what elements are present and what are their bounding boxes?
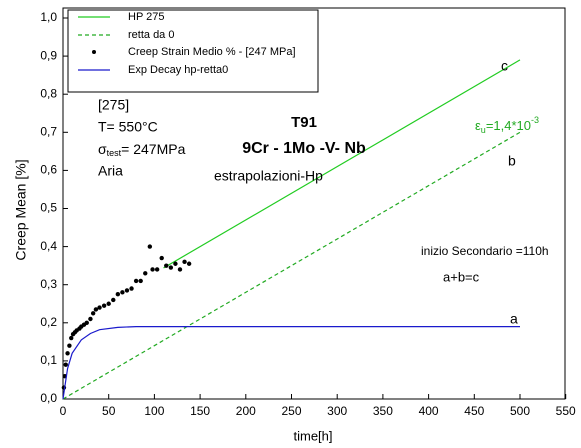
x-tick-label: 350 (373, 404, 393, 418)
data-point (150, 267, 155, 272)
data-point (67, 343, 72, 348)
legend-label: HP 275 (128, 11, 165, 23)
annotation: T= 550°C (98, 119, 158, 135)
label-part: ε (475, 118, 481, 133)
y-tick-label: 0,3 (40, 277, 57, 291)
series-line (163, 59, 521, 269)
data-point (129, 286, 134, 291)
stress-label: σtest= 247MPa (98, 141, 186, 159)
x-tick-label: 0 (60, 404, 67, 418)
data-point (164, 263, 169, 268)
annotation: inizio Secondario =110h (421, 244, 549, 258)
y-tick-label: 1,0 (40, 10, 57, 24)
annotation: b (508, 153, 516, 169)
data-point (177, 267, 183, 272)
label-part: -3 (531, 115, 539, 125)
annotation: a+b=c (443, 269, 480, 284)
data-point (101, 303, 107, 308)
data-point (186, 261, 192, 266)
x-tick-label: 50 (102, 404, 116, 418)
data-point (182, 259, 187, 265)
y-tick-label: 0,9 (40, 48, 57, 62)
y-tick-label: 0,8 (40, 86, 57, 100)
x-tick-label: 250 (281, 404, 301, 418)
data-point (120, 290, 125, 295)
y-axis-label: Creep Mean [%] (13, 159, 29, 260)
x-tick-label: 400 (419, 404, 439, 418)
x-axis-label: time[h] (293, 428, 332, 443)
x-tick-label: 450 (464, 404, 484, 418)
label-part: =1,4*10 (486, 118, 531, 133)
data-point (63, 362, 68, 367)
legend (67, 9, 319, 93)
data-point (69, 335, 74, 341)
annotation: a (510, 311, 518, 327)
y-tick-label: 0,2 (40, 315, 57, 329)
x-tick-label: 300 (327, 404, 347, 418)
data-point (111, 297, 116, 303)
data-point (115, 292, 121, 297)
label-part: test (107, 148, 122, 158)
data-point (97, 305, 102, 310)
annotation: [275] (98, 97, 129, 113)
x-tick-label: 200 (236, 404, 256, 418)
annotation: estrapolazioni-Hp (214, 168, 323, 184)
series-line (62, 326, 520, 400)
data-point (138, 278, 143, 284)
data-point (147, 244, 153, 249)
y-tick-label: 0,4 (40, 239, 57, 253)
legend-label: Exp Decay hp-retta0 (128, 64, 228, 76)
data-point (154, 267, 160, 272)
data-point (84, 320, 89, 325)
y-tick-label: 0,0 (40, 391, 57, 405)
data-point (106, 301, 111, 306)
y-tick-label: 0,1 (40, 353, 57, 367)
legend-label: Creep Strain Medio % - [247 MPa] (128, 46, 296, 58)
label-part: u (481, 125, 486, 135)
y-tick-label: 0,5 (40, 201, 57, 215)
data-point (88, 316, 93, 322)
data-point (93, 307, 99, 312)
data-point (143, 271, 148, 276)
x-tick-label: 100 (144, 404, 164, 418)
data-point (173, 261, 178, 266)
legend-label: retta da 0 (128, 29, 174, 41)
data-point (65, 351, 70, 356)
y-tick-label: 0,7 (40, 124, 57, 138)
annotation: c (501, 58, 508, 74)
annotation: 9Cr - 1Mo -V- Nb (242, 140, 366, 157)
data-point (124, 288, 130, 293)
label-part: = 247MPa (121, 141, 185, 157)
strain-rate-label: εu=1,4*10-3 (475, 115, 539, 135)
label-part: σ (98, 141, 107, 157)
data-point (159, 255, 164, 261)
annotation: T91 (291, 114, 317, 131)
y-tick-label: 0,6 (40, 163, 57, 177)
data-point (168, 265, 174, 270)
legend-marker (92, 50, 96, 54)
plot-frame (62, 7, 566, 400)
x-tick-label: 150 (190, 404, 210, 418)
x-tick-label: 550 (556, 404, 576, 418)
data-point (133, 278, 139, 284)
x-tick-label: 500 (510, 404, 530, 418)
data-point (90, 311, 96, 316)
annotation: Aria (98, 163, 123, 179)
